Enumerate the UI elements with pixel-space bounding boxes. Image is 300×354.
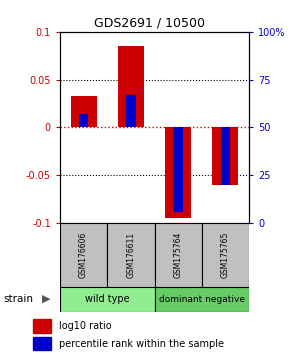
Bar <box>221 127 230 185</box>
Text: GSM176606: GSM176606 <box>79 232 88 278</box>
Text: strain: strain <box>3 294 33 304</box>
Bar <box>107 223 154 287</box>
Text: dominant negative: dominant negative <box>159 295 245 304</box>
Text: wild type: wild type <box>85 294 130 304</box>
Bar <box>165 127 191 218</box>
Bar <box>154 287 249 312</box>
Bar <box>173 127 183 212</box>
Bar <box>126 95 136 127</box>
Text: GDS2691 / 10500: GDS2691 / 10500 <box>94 17 206 29</box>
Bar <box>60 223 107 287</box>
Text: GSM175765: GSM175765 <box>221 232 230 278</box>
Bar <box>33 319 51 333</box>
Bar <box>33 337 51 350</box>
Text: ▶: ▶ <box>42 294 50 304</box>
Bar <box>212 127 238 185</box>
Text: log10 ratio: log10 ratio <box>59 321 112 331</box>
Bar <box>118 46 144 127</box>
Bar <box>154 223 202 287</box>
Text: percentile rank within the sample: percentile rank within the sample <box>59 339 224 349</box>
Bar <box>60 287 154 312</box>
Text: GSM176611: GSM176611 <box>126 232 135 278</box>
Text: GSM175764: GSM175764 <box>174 232 183 278</box>
Bar <box>70 96 97 127</box>
Bar <box>79 114 88 127</box>
Bar <box>202 223 249 287</box>
